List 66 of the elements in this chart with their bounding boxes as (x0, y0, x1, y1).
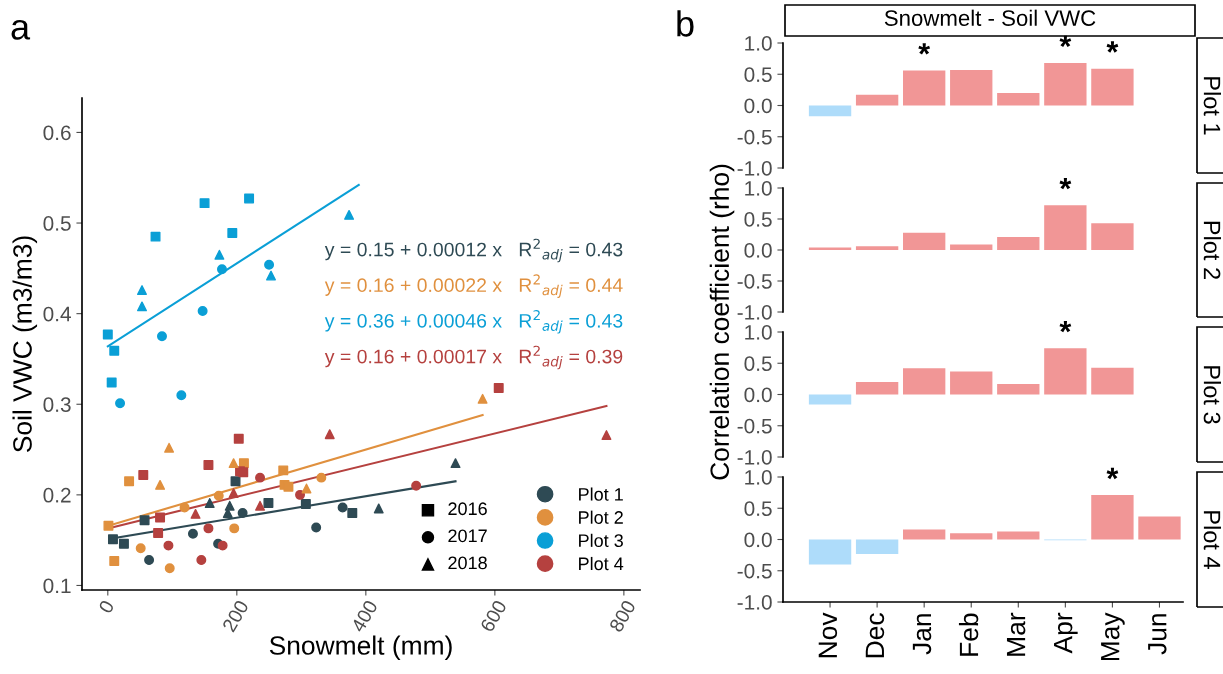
x-tick-label: May (1101, 612, 1125, 661)
y-tick-label: 0.0 (744, 243, 772, 258)
x-tick-label: Dec (865, 613, 885, 658)
y-axis-title: Correlation coefficient (rho) (709, 164, 735, 480)
y-tick-label: 0.5 (744, 501, 772, 516)
x-tick-label: 0 (98, 599, 115, 615)
y-tick-label: 0.5 (43, 216, 71, 231)
y-tick-label: -1.0 (737, 305, 772, 320)
y-tick-label: -1.0 (737, 161, 772, 176)
y-tick-label: 0.6 (43, 125, 71, 141)
y-axis-title: Soil VWC (m3/m3) (12, 236, 38, 453)
y-tick-label: 1.0 (745, 181, 772, 196)
x-tick-label: Mar (1006, 612, 1026, 656)
y-tick-label: -0.5 (737, 418, 772, 434)
annotation: 2016 (448, 502, 487, 516)
chart-title: b (677, 10, 694, 37)
x-tick-label: Apr (1054, 612, 1078, 654)
annotation: * (1059, 320, 1072, 333)
annotation: 2017 (448, 529, 487, 543)
annotation: * (1059, 178, 1072, 190)
x-tick-label: Jan (912, 614, 932, 655)
x-tick-label: 400 (350, 599, 379, 634)
y-tick-label: 0.1 (43, 578, 71, 594)
y-tick-label: -0.5 (737, 129, 772, 145)
annotation: y = 0.15 + 0.00012 x R$^{2}$$_{adj}$ = 0.43 (324, 238, 623, 263)
legend-label: Plot 1 (579, 487, 623, 501)
text: Plot 1 (1203, 77, 1222, 135)
y-tick-label: -1.0 (737, 595, 772, 610)
y-tick-label: 0.5 (744, 67, 772, 82)
annotation: * (1059, 35, 1072, 48)
annotation: * (918, 43, 931, 55)
y-tick-label: -1.0 (737, 450, 772, 465)
y-tick-label: 0.0 (744, 532, 772, 548)
text: Plot 4 (1203, 511, 1222, 569)
annotation: * (1106, 467, 1119, 480)
legend-label: Plot 3 (579, 533, 623, 548)
x-axis-title: Snowmelt (mm) (269, 635, 452, 661)
y-tick-label: 0.5 (744, 212, 772, 227)
y-tick-label: -0.5 (737, 563, 772, 579)
legend-label: Plot 4 (579, 556, 624, 571)
y-tick-label: 1.0 (745, 470, 772, 485)
y-tick-label: -0.5 (737, 274, 772, 289)
x-tick-label: 200 (221, 599, 250, 633)
y-tick-label: 0.0 (744, 98, 772, 114)
y-tick-label: 1.0 (745, 325, 772, 340)
annotation: y = 0.36 + 0.00046 x R$^{2}$$_{adj}$ = 0.43 (324, 310, 623, 334)
x-tick-label: 800 (608, 599, 637, 633)
x-tick-label: Nov (818, 612, 838, 658)
annotation: * (1106, 41, 1119, 53)
y-tick-label: 0.0 (744, 387, 772, 403)
y-tick-label: 1.0 (745, 36, 772, 51)
text: Plot 3 (1203, 366, 1222, 424)
x-tick-label: 600 (479, 599, 508, 633)
chart-title: a (11, 19, 31, 40)
x-tick-label: Jun (1148, 614, 1167, 655)
chart-subtitle: Snowmelt - Soil VWC (884, 9, 1096, 26)
y-tick-label: 0.3 (43, 397, 71, 413)
annotation: y = 0.16 + 0.00017 x R$^{2}$$_{adj}$ = 0.39 (324, 345, 623, 370)
text: Plot 2 (1203, 221, 1222, 279)
legend-label: Plot 2 (579, 510, 623, 524)
annotation: 2018 (448, 556, 487, 570)
y-tick-label: 0.5 (744, 356, 772, 371)
y-tick-label: 0.2 (43, 487, 71, 503)
y-tick-label: 0.4 (43, 306, 71, 322)
x-tick-label: Feb (958, 613, 979, 656)
annotation: y = 0.16 + 0.00022 x R$^{2}$$_{adj}$ = 0.44 (324, 274, 623, 298)
